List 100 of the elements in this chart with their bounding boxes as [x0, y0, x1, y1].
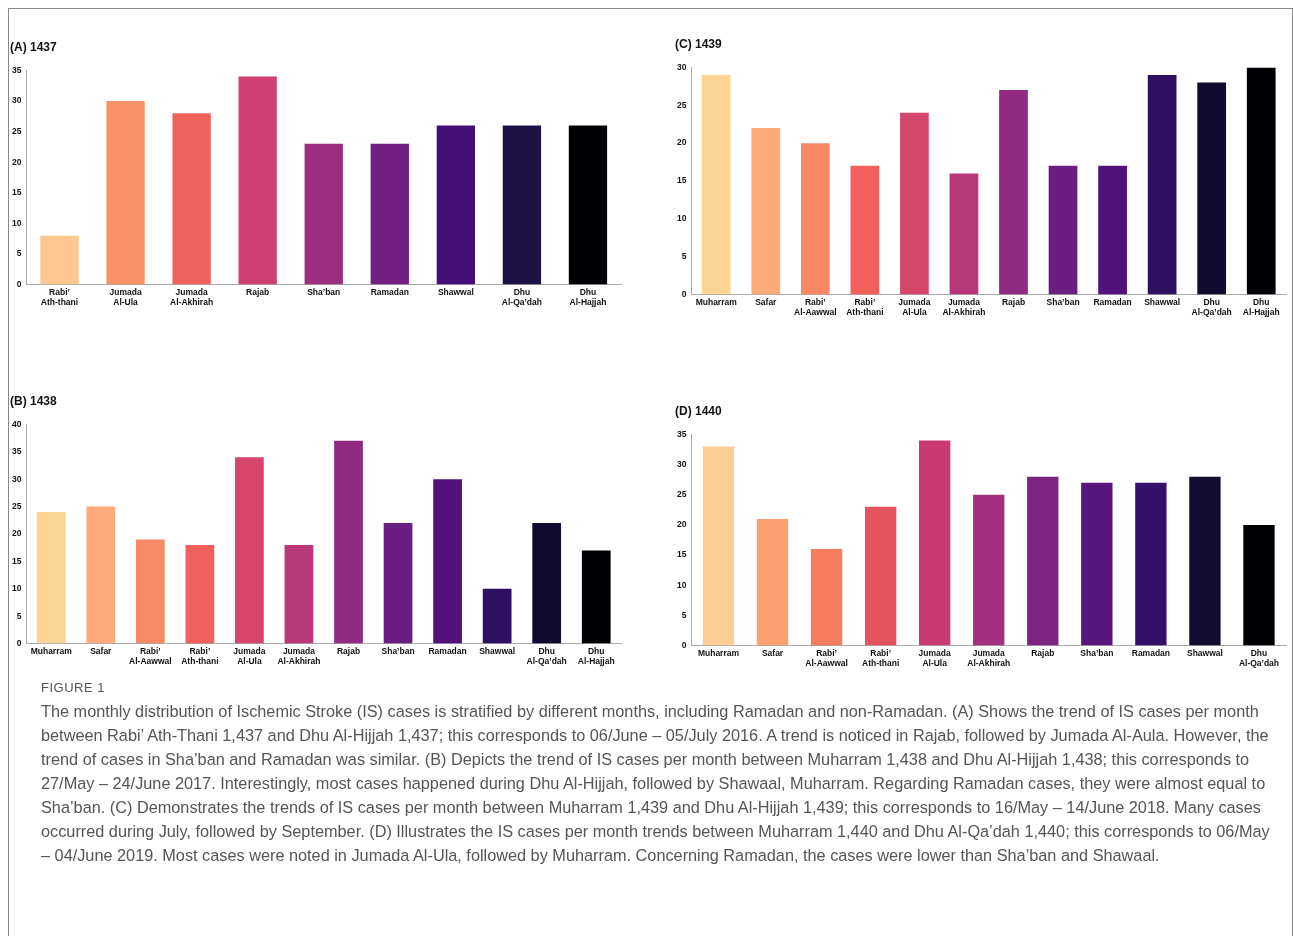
x-tick-label: Safar	[90, 646, 113, 657]
y-tick-label: 25	[676, 489, 687, 500]
x-tick-label: Rabi’ Al-Aawwal	[805, 648, 848, 669]
bar	[810, 549, 843, 646]
bar	[1098, 165, 1127, 295]
y-tick-label: 15	[676, 175, 687, 186]
bar	[1027, 476, 1059, 646]
bar	[900, 112, 929, 295]
x-tick-label: Jumada Al-Akhirah	[967, 648, 1011, 669]
y-tick-label: 25	[11, 500, 22, 511]
x-tick-label: Dhu Al-Qa’dah	[526, 646, 567, 667]
y-tick-label: 20	[11, 156, 22, 167]
x-tick-label: Ramadan	[1093, 297, 1132, 308]
bar	[370, 143, 409, 285]
y-tick-label: 20	[676, 519, 687, 530]
bar	[185, 544, 215, 644]
chart-title: (C) 1439	[675, 36, 723, 51]
y-tick-label: 35	[11, 64, 22, 75]
bar	[1135, 482, 1167, 646]
x-tick-label: Jumada Al-Ula	[109, 287, 142, 308]
x-tick-label: Sha’ban	[1046, 297, 1080, 308]
bar	[86, 506, 116, 644]
x-tick-label: Jumada Al-Ula	[918, 648, 952, 669]
x-tick-label: Muharram	[697, 648, 740, 659]
x-tick-label: Jumada Al-Ula	[898, 297, 931, 318]
bar	[864, 506, 897, 646]
x-tick-label: Safar	[755, 297, 778, 308]
bar	[172, 113, 211, 285]
x-tick-label: Dhu Al-Qa’dah	[501, 287, 542, 308]
x-tick-label: Sha’ban	[307, 287, 341, 298]
x-tick-label: Sha’ban	[1080, 648, 1114, 659]
bar	[1048, 165, 1078, 295]
x-tick-label: Dhu Al-Hajjah	[577, 646, 615, 667]
y-tick-label: 10	[11, 217, 22, 228]
bar	[433, 479, 462, 644]
x-tick-label: Rajab	[1031, 648, 1055, 659]
x-tick-label: Rabi’ Ath-thani	[181, 646, 219, 667]
bar	[502, 125, 542, 285]
y-tick-label: 25	[11, 125, 22, 136]
bar	[1243, 524, 1275, 646]
x-tick-label: Jumada Al-Akhirah	[942, 297, 986, 318]
x-tick-label: Jumada Al-Ula	[233, 646, 266, 667]
x-tick-label: Rabi’ Al-Aawwal	[129, 646, 172, 667]
y-tick-label: 20	[11, 528, 22, 539]
y-tick-label: 10	[11, 583, 22, 594]
x-tick-label: Dhu Al-Hajjah	[1242, 297, 1280, 318]
bar	[383, 523, 413, 644]
bar	[1081, 482, 1113, 646]
y-tick-label: 0	[16, 278, 22, 289]
bar	[850, 165, 880, 295]
y-tick-label: 5	[681, 251, 687, 262]
bar	[436, 125, 476, 285]
y-tick-label: 10	[676, 579, 687, 590]
bar	[800, 143, 830, 295]
x-tick-label: Rabi’ Ath-thani	[846, 297, 884, 318]
x-tick-label: Safar	[761, 648, 784, 659]
x-tick-label: Dhu Al-Hajjah	[569, 287, 607, 308]
bar	[568, 125, 608, 285]
bar	[532, 523, 562, 644]
bar	[304, 143, 343, 285]
y-tick-label: 5	[16, 248, 22, 259]
bar	[702, 446, 735, 646]
x-tick-label: Ramadan	[428, 646, 467, 657]
x-tick-label: Jumada Al-Akhirah	[277, 646, 321, 667]
x-tick-label: Shawwal	[1144, 297, 1181, 308]
x-tick-label: Dhu Al-Qa’dah	[1238, 648, 1280, 669]
bar	[284, 544, 314, 644]
bar	[919, 440, 951, 646]
y-tick-label: 35	[676, 428, 687, 439]
bar	[1147, 74, 1177, 295]
bar	[106, 101, 145, 285]
caption: FIGURE 1	[41, 680, 106, 695]
bar	[949, 173, 979, 295]
y-tick-label: 40	[11, 418, 22, 429]
bar	[1197, 82, 1227, 295]
y-tick-label: 15	[11, 555, 22, 566]
bar	[135, 539, 165, 644]
bar	[581, 550, 611, 644]
bar	[756, 518, 789, 646]
y-tick-label: 30	[676, 458, 687, 469]
x-tick-label: Shawwal	[437, 287, 474, 298]
bar	[973, 494, 1005, 646]
x-tick-label: Shawwal	[479, 646, 516, 657]
x-tick-label: Rabi’ Ath-thani	[40, 287, 79, 308]
y-tick-label: 0	[681, 288, 687, 299]
bar	[1246, 67, 1276, 295]
x-tick-label: Rabi’ Al-Aawwal	[794, 297, 837, 318]
y-tick-label: 30	[11, 95, 22, 106]
y-tick-label: 25	[676, 99, 687, 110]
y-tick-label: 15	[11, 187, 22, 198]
bar	[482, 588, 512, 644]
x-tick-label: Ramadan	[370, 287, 409, 298]
chart-title: (A) 1437	[10, 39, 58, 54]
y-tick-label: 5	[681, 609, 687, 620]
x-tick-label: Jumada Al-Akhirah	[170, 287, 214, 308]
x-tick-label: Dhu Al-Qa’dah	[1191, 297, 1232, 318]
text: The monthly distribution of Ischemic Stroke (IS) cases is stratified by different months, including Ramadan and non-Ramadan. (A) Shows the trend of IS cases per month between Rabi’ Ath-Thani 1,437 and Dhu Al-Hijjah 1,437; this corresponds to 06/June – 05/July 2016. A trend is noticed in Rajab, followed by Jumada Al-Aula. However, the trend of cases in Sha’ban and Ramadan was similar. (B) Depicts the trend of IS cases per month between Muharram 1,438 and Dhu Al-Hijjah 1,438; this corresponds to 27/May – 24/June 2017. Interestingly, most cases happened during Dhu Al-Hijjah, followed by Shawaal, Muharram. Regarding Ramadan cases, they were almost equal to Sha’ban. (C) Demonstrates the trends of IS cases per month between Muharram 1,439 and Dhu Al-Hijjah 1,439; this corresponds to 16/May – 14/June 2018. Many cases occurred during July, followed by September. (D) Illustrates the IS cases per month trends between Muharram 1,440 and Dhu Al-Qa’dah 1,440; this corresponds to 06/May – 04/June 2019. Most cases were noted in Jumada Al-Ula, followed by Muharram. Concerning Ramadan, the cases were lower than Sha’ban and Shawaal.	[41, 701, 1271, 866]
bar	[751, 127, 781, 295]
x-tick-label: Rabi’ Ath-thani	[861, 648, 900, 669]
y-tick-label: 20	[676, 137, 687, 148]
